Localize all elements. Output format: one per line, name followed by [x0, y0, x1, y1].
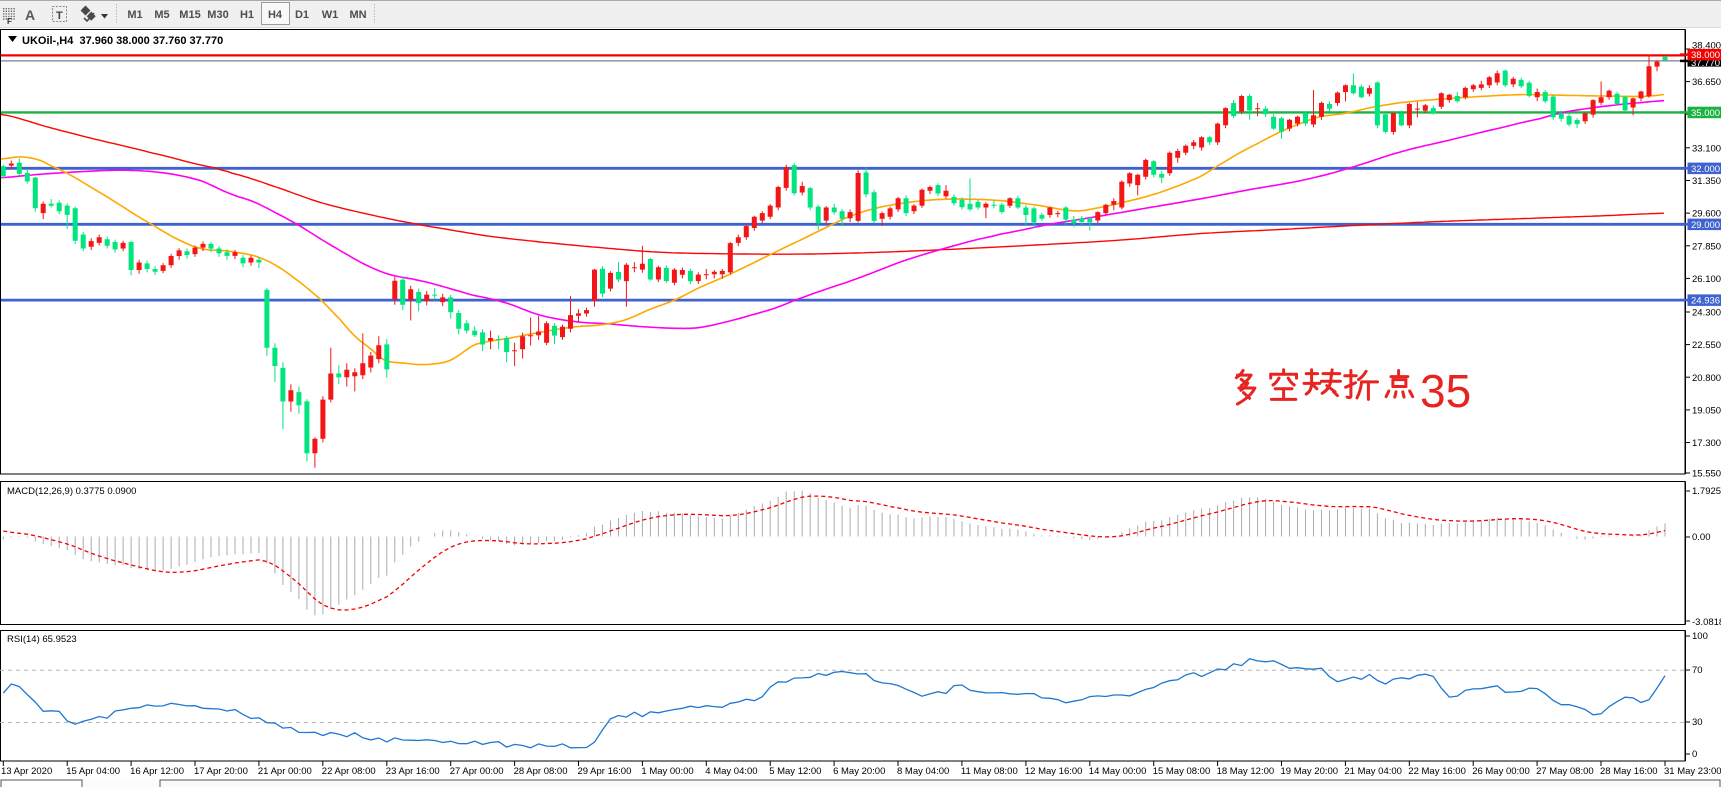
svg-text:-3.0818: -3.0818	[1692, 617, 1721, 628]
svg-text:M15: M15	[179, 9, 200, 21]
svg-text:T: T	[56, 10, 63, 22]
svg-text:17.300: 17.300	[1692, 438, 1721, 449]
svg-text:21 May 04:00: 21 May 04:00	[1344, 766, 1402, 777]
svg-text:6 May 20:00: 6 May 20:00	[833, 766, 885, 777]
svg-text:32.000: 32.000	[1691, 164, 1720, 175]
svg-text:26 May 00:00: 26 May 00:00	[1472, 766, 1530, 777]
svg-text:5 May 12:00: 5 May 12:00	[769, 766, 821, 777]
svg-text:29.000: 29.000	[1691, 220, 1720, 231]
svg-text:27 Apr 00:00: 27 Apr 00:00	[450, 766, 504, 777]
svg-text:15 May 08:00: 15 May 08:00	[1153, 766, 1211, 777]
svg-text:0: 0	[1692, 749, 1697, 760]
svg-text:31.350: 31.350	[1692, 176, 1721, 187]
svg-text:27 May 08:00: 27 May 08:00	[1536, 766, 1594, 777]
svg-text:17 Apr 20:00: 17 Apr 20:00	[194, 766, 248, 777]
svg-text:RSI(14) 65.9523: RSI(14) 65.9523	[7, 634, 77, 645]
svg-text:18 May 12:00: 18 May 12:00	[1217, 766, 1275, 777]
svg-text:0.00: 0.00	[1692, 532, 1711, 543]
svg-text:MN: MN	[349, 9, 366, 21]
svg-text:23 Apr 16:00: 23 Apr 16:00	[386, 766, 440, 777]
svg-text:37.770: 37.770	[1691, 58, 1720, 69]
svg-text:28 Apr 08:00: 28 Apr 08:00	[514, 766, 568, 777]
svg-text:100: 100	[1692, 631, 1708, 642]
svg-text:W1: W1	[322, 9, 339, 21]
svg-text:4 May 04:00: 4 May 04:00	[705, 766, 757, 777]
svg-text:35.000: 35.000	[1691, 108, 1720, 119]
svg-text:M1: M1	[127, 9, 142, 21]
svg-text:30: 30	[1692, 717, 1703, 728]
svg-text:F: F	[7, 17, 12, 26]
svg-text:22 May 16:00: 22 May 16:00	[1408, 766, 1466, 777]
svg-text:11 May 08:00: 11 May 08:00	[961, 766, 1018, 777]
svg-text:38.000: 38.000	[1691, 50, 1720, 61]
svg-text:22 Apr 08:00: 22 Apr 08:00	[322, 766, 376, 777]
svg-text:22.550: 22.550	[1692, 340, 1721, 351]
svg-text:35: 35	[1420, 365, 1471, 417]
svg-text:14 May 00:00: 14 May 00:00	[1089, 766, 1147, 777]
svg-text:26.100: 26.100	[1692, 274, 1721, 285]
svg-text:A: A	[25, 7, 35, 23]
svg-text:20.800: 20.800	[1692, 373, 1721, 384]
svg-text:29.600: 29.600	[1692, 209, 1721, 220]
svg-text:UKOil-,H4 37.960 38.000 37.76: UKOil-,H4 37.960 38.000 37.760 37.770	[22, 35, 223, 47]
svg-text:24.300: 24.300	[1692, 308, 1721, 319]
svg-text:8 May 04:00: 8 May 04:00	[897, 766, 949, 777]
svg-text:13 Apr 2020: 13 Apr 2020	[1, 766, 52, 777]
svg-text:M30: M30	[207, 9, 228, 21]
svg-text:1 May 00:00: 1 May 00:00	[641, 766, 693, 777]
svg-text:H4: H4	[268, 9, 283, 21]
svg-text:19 May 20:00: 19 May 20:00	[1281, 766, 1339, 777]
svg-text:36.650: 36.650	[1692, 77, 1721, 88]
svg-text:M5: M5	[154, 9, 169, 21]
svg-text:33.100: 33.100	[1692, 143, 1721, 154]
svg-text:15.550: 15.550	[1692, 469, 1721, 480]
svg-text:27.850: 27.850	[1692, 241, 1721, 252]
svg-text:19.050: 19.050	[1692, 406, 1721, 417]
svg-text:31 May 23:00: 31 May 23:00	[1664, 766, 1721, 777]
svg-text:38.400: 38.400	[1692, 40, 1721, 51]
svg-text:1.7925: 1.7925	[1692, 486, 1721, 497]
svg-text:21 Apr 00:00: 21 Apr 00:00	[258, 766, 312, 777]
svg-text:12 May 16:00: 12 May 16:00	[1025, 766, 1083, 777]
svg-text:D1: D1	[295, 9, 309, 21]
svg-text:70: 70	[1692, 665, 1703, 676]
svg-text:29 Apr 16:00: 29 Apr 16:00	[578, 766, 632, 777]
svg-text:16 Apr 12:00: 16 Apr 12:00	[130, 766, 184, 777]
svg-text:MACD(12,26,9) 0.3775 0.0900: MACD(12,26,9) 0.3775 0.0900	[7, 486, 136, 497]
svg-text:H1: H1	[240, 9, 254, 21]
svg-text:28 May 16:00: 28 May 16:00	[1600, 766, 1658, 777]
svg-text:24.936: 24.936	[1691, 296, 1720, 307]
svg-text:15 Apr 04:00: 15 Apr 04:00	[66, 766, 120, 777]
